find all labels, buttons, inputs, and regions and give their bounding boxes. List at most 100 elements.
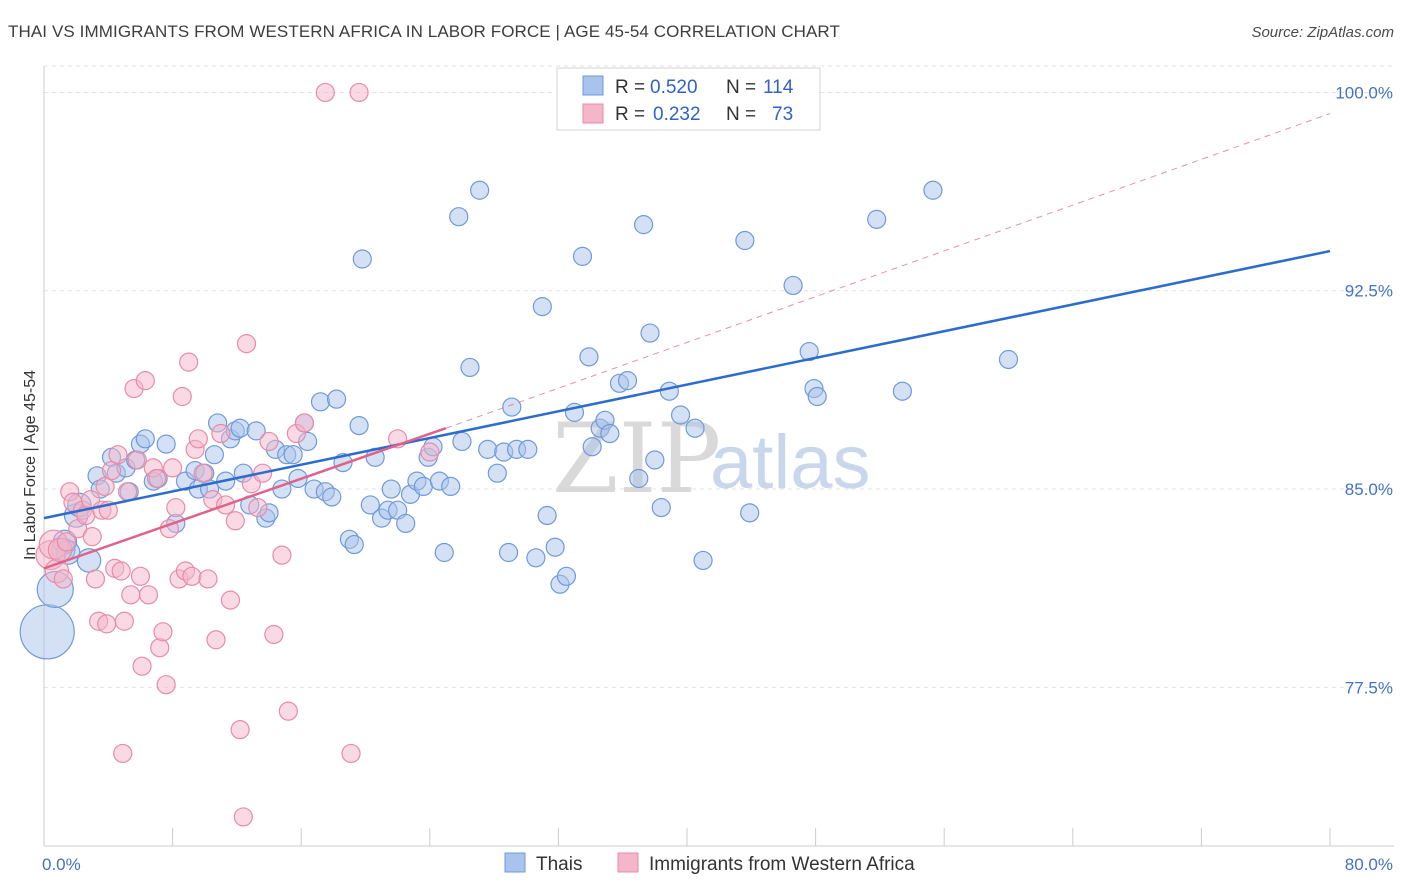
trend-extension-pink — [445, 113, 1331, 429]
data-point-blue — [582, 437, 602, 457]
data-point-pink — [113, 743, 133, 764]
data-point-blue — [532, 297, 552, 317]
data-point-blue — [633, 215, 654, 235]
data-point-pink — [111, 561, 131, 581]
data-point-pink — [82, 527, 102, 547]
data-point-blue — [156, 434, 176, 454]
data-point-pink — [259, 431, 279, 452]
data-point-blue — [526, 548, 546, 568]
data-point-blue — [344, 534, 364, 555]
legend-swatch-blue — [582, 75, 604, 96]
data-point-blue — [135, 429, 155, 449]
legend-n-label-2: N = — [726, 104, 756, 125]
data-point-pink — [97, 614, 117, 634]
data-point-pink — [117, 482, 138, 502]
data-point-pink — [278, 701, 298, 721]
data-point-blue — [923, 180, 943, 200]
watermark-atlas: atlas — [710, 420, 871, 505]
data-point-blue — [360, 495, 380, 515]
bottom-legend-swatch-immigrants — [617, 852, 639, 873]
data-point-blue — [892, 381, 913, 401]
bottom-legend: Thais Immigrants from Western Africa — [504, 852, 915, 875]
data-point-pink — [233, 807, 253, 827]
data-point-pink — [315, 82, 335, 103]
y-axis-title: In Labor Force | Age 45-54 — [22, 370, 39, 560]
data-point-blue — [670, 405, 691, 425]
data-point-blue — [413, 476, 433, 497]
data-point-blue — [452, 431, 472, 452]
data-point-pink — [132, 656, 152, 676]
x-tick-labels: 0.0% 80.0% — [42, 855, 1393, 874]
data-point-pink — [193, 463, 213, 483]
data-point-blue — [449, 207, 469, 227]
data-point-pink — [225, 511, 245, 531]
data-point-blue — [230, 418, 250, 438]
data-point-blue — [740, 503, 760, 523]
legend-r-value-2: 0.232 — [653, 104, 701, 125]
legend-n-value-2: 73 — [772, 104, 793, 125]
legend-r-label-2: R = — [615, 104, 645, 125]
data-point-pink — [349, 82, 369, 103]
bottom-legend-label-thais: Thais — [536, 854, 582, 875]
legend-n-label-1: N = — [726, 77, 756, 98]
data-point-blue — [651, 497, 671, 518]
data-point-blue — [322, 487, 342, 507]
trend-line-blue — [43, 249, 1331, 520]
data-point-pink — [150, 638, 170, 658]
data-point-blue — [498, 542, 519, 563]
data-point-pink — [53, 569, 73, 589]
data-point-blue — [600, 423, 620, 444]
data-point-pink — [179, 352, 199, 372]
chart-source: Source: ZipAtlas.com — [1251, 24, 1394, 41]
y-tick-label: 100.0% — [1335, 83, 1393, 102]
bottom-legend-label-immigrants: Immigrants from Western Africa — [649, 854, 915, 875]
data-point-pink — [163, 458, 183, 478]
data-point-blue — [537, 505, 557, 526]
data-point-blue — [204, 445, 224, 465]
series-thais — [19, 82, 1019, 660]
data-point-pink — [166, 497, 186, 518]
legend-swatch-pink — [582, 103, 604, 124]
data-point-blue — [629, 468, 649, 489]
data-point-pink — [121, 585, 141, 605]
data-point-blue — [735, 230, 755, 251]
data-point-pink — [272, 545, 292, 565]
x-tick-label-min: 0.0% — [42, 855, 81, 874]
data-point-pink — [230, 720, 250, 740]
data-point-pink — [108, 445, 128, 465]
data-point-blue — [579, 347, 599, 367]
data-point-blue — [381, 479, 401, 499]
data-point-blue — [783, 275, 803, 296]
y-tick-label: 92.5% — [1345, 282, 1393, 301]
data-point-blue — [867, 209, 887, 229]
data-point-pink — [146, 468, 167, 489]
data-point-pink — [153, 622, 173, 642]
data-point-blue — [326, 389, 347, 409]
data-point-blue — [998, 349, 1019, 370]
data-point-blue — [434, 542, 454, 563]
data-point-blue — [659, 381, 679, 401]
legend-n-value-1: 114 — [763, 77, 794, 98]
trend-lines — [43, 113, 1331, 570]
legend: R = 0.520 N = 114 R = 0.232 N = 73 — [556, 67, 821, 131]
data-point-blue — [617, 371, 638, 391]
data-point-pink — [264, 624, 284, 645]
data-point-blue — [556, 566, 577, 586]
data-point-pink — [198, 569, 218, 589]
data-point-pink — [138, 585, 159, 605]
data-point-pink — [420, 442, 440, 462]
legend-r-value-1: 0.520 — [650, 77, 698, 98]
data-point-blue — [518, 439, 538, 459]
axes — [43, 66, 1394, 847]
data-point-pink — [85, 569, 106, 589]
data-point-pink — [127, 450, 147, 470]
data-point-pink — [56, 532, 77, 552]
data-point-pink — [294, 413, 315, 433]
data-point-blue — [19, 604, 75, 660]
data-point-pink — [211, 423, 231, 444]
data-point-pink — [114, 611, 134, 631]
data-point-blue — [799, 341, 819, 362]
data-point-blue — [685, 418, 705, 438]
series-immigrants-western-africa — [35, 82, 440, 827]
